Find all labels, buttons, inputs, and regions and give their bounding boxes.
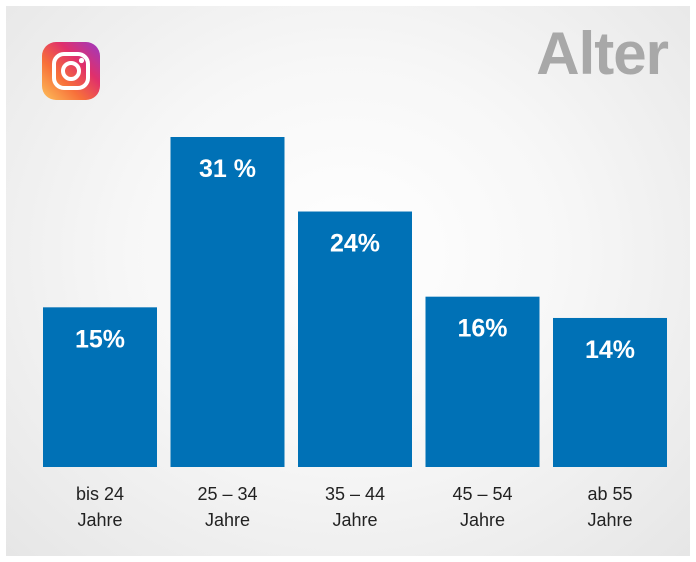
bar-value-label: 31 %: [199, 155, 256, 183]
category-label: Jahre: [205, 510, 250, 530]
bar-chart: 15% bis 24 Jahre 31 % 25 – 34 Jahre 24% 35 – 44…: [43, 137, 667, 530]
category-label: 35 – 44: [325, 484, 385, 504]
bar-5: [553, 317, 667, 467]
category-label: bis 24: [76, 484, 124, 504]
bar-value-label: 15%: [75, 325, 125, 353]
category-label: ab 55: [587, 484, 632, 504]
category-label: Jahre: [460, 510, 505, 530]
category-label: 45 – 54: [452, 484, 512, 504]
bar-value-label: 14%: [585, 336, 635, 364]
bar-2: [170, 137, 285, 467]
chart-title: Alter: [536, 20, 669, 87]
bar-4: [425, 296, 540, 467]
category-label: Jahre: [332, 510, 377, 530]
category-label: Jahre: [77, 510, 122, 530]
bar-3: [298, 211, 412, 467]
bar-value-label: 16%: [457, 315, 507, 343]
category-label: 25 – 34: [197, 484, 257, 504]
bar-1: [43, 307, 157, 467]
category-label: Jahre: [587, 510, 632, 530]
chart-card: Alter 15% bis 24 Jahre 31 % 25 – 34 Jahre 24% 3…: [6, 6, 690, 556]
instagram-icon: [42, 42, 100, 100]
bar-value-label: 24%: [330, 230, 380, 258]
